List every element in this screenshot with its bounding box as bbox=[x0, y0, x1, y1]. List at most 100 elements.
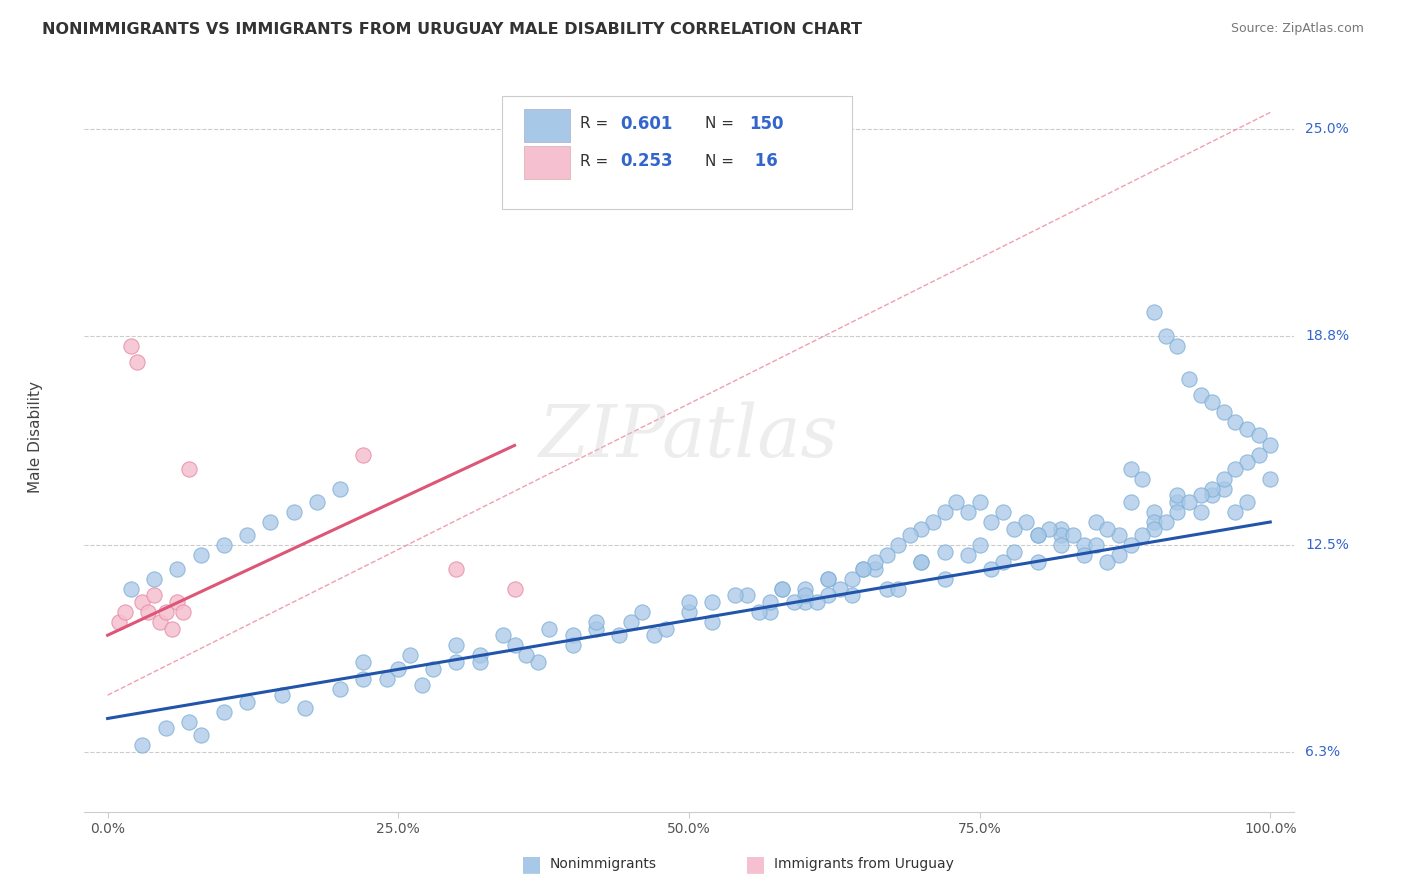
Point bbox=[1073, 538, 1095, 552]
Point bbox=[620, 615, 643, 629]
Point bbox=[1084, 538, 1107, 552]
Point bbox=[271, 688, 294, 702]
Point bbox=[643, 628, 665, 642]
Point bbox=[1050, 538, 1073, 552]
Point bbox=[887, 582, 910, 596]
Point bbox=[991, 555, 1014, 569]
Text: R =: R = bbox=[581, 153, 613, 169]
Point bbox=[1004, 545, 1026, 559]
Point bbox=[352, 655, 374, 669]
Point bbox=[702, 615, 724, 629]
Point bbox=[1050, 522, 1073, 536]
Text: ■: ■ bbox=[522, 855, 543, 874]
Point bbox=[1212, 482, 1234, 496]
Point bbox=[236, 528, 259, 542]
FancyBboxPatch shape bbox=[502, 96, 852, 209]
Point bbox=[934, 545, 956, 559]
Point bbox=[852, 561, 875, 575]
Point bbox=[678, 595, 700, 609]
Point bbox=[876, 549, 898, 563]
Point bbox=[294, 701, 316, 715]
Point bbox=[1178, 372, 1201, 386]
Point bbox=[283, 505, 305, 519]
Point bbox=[190, 728, 212, 742]
Point bbox=[1119, 461, 1142, 475]
Point bbox=[585, 622, 607, 636]
Point bbox=[654, 622, 676, 636]
Point bbox=[1143, 522, 1166, 536]
Point bbox=[561, 638, 583, 652]
Point bbox=[735, 588, 758, 602]
Point bbox=[160, 622, 183, 636]
Point bbox=[1119, 538, 1142, 552]
Point bbox=[131, 595, 153, 609]
Point bbox=[830, 582, 852, 596]
Text: ■: ■ bbox=[745, 855, 766, 874]
Text: N =: N = bbox=[704, 153, 738, 169]
Text: Male Disability: Male Disability bbox=[28, 381, 44, 493]
Point bbox=[1166, 338, 1188, 352]
Point bbox=[1247, 428, 1270, 442]
Point bbox=[852, 561, 875, 575]
Point bbox=[1132, 528, 1154, 542]
Text: 0.253: 0.253 bbox=[620, 153, 672, 170]
Point bbox=[863, 555, 886, 569]
Point bbox=[1247, 449, 1270, 463]
Text: 12.5%: 12.5% bbox=[1305, 538, 1348, 552]
Text: Source: ZipAtlas.com: Source: ZipAtlas.com bbox=[1230, 22, 1364, 36]
Point bbox=[969, 538, 991, 552]
Text: Immigrants from Uruguay: Immigrants from Uruguay bbox=[773, 857, 953, 871]
Point bbox=[125, 355, 148, 369]
Point bbox=[1143, 515, 1166, 529]
Point bbox=[503, 582, 526, 596]
Point bbox=[1143, 305, 1166, 319]
Point bbox=[1154, 515, 1177, 529]
Point bbox=[702, 595, 724, 609]
Point bbox=[1026, 528, 1049, 542]
Point bbox=[724, 588, 747, 602]
Text: 16: 16 bbox=[749, 153, 778, 170]
Point bbox=[1189, 388, 1212, 402]
Point bbox=[143, 572, 166, 586]
Point bbox=[1038, 522, 1060, 536]
Point bbox=[155, 605, 177, 619]
Text: Nonimmigrants: Nonimmigrants bbox=[550, 857, 657, 871]
Point bbox=[1154, 328, 1177, 343]
Text: 0.601: 0.601 bbox=[620, 115, 672, 133]
Point bbox=[446, 655, 468, 669]
Point bbox=[934, 505, 956, 519]
Text: 6.3%: 6.3% bbox=[1305, 745, 1340, 759]
Point bbox=[910, 555, 932, 569]
Point bbox=[1084, 515, 1107, 529]
Point bbox=[1097, 555, 1119, 569]
Point bbox=[1108, 549, 1130, 563]
Point bbox=[759, 605, 782, 619]
Point bbox=[259, 515, 281, 529]
Point bbox=[1062, 528, 1084, 542]
Point bbox=[212, 538, 235, 552]
Point bbox=[631, 605, 654, 619]
Point bbox=[1143, 505, 1166, 519]
Point bbox=[149, 615, 172, 629]
Point bbox=[956, 549, 979, 563]
Text: NONIMMIGRANTS VS IMMIGRANTS FROM URUGUAY MALE DISABILITY CORRELATION CHART: NONIMMIGRANTS VS IMMIGRANTS FROM URUGUAY… bbox=[42, 22, 862, 37]
Point bbox=[1132, 472, 1154, 486]
Point bbox=[166, 561, 188, 575]
Point bbox=[527, 655, 550, 669]
Point bbox=[468, 648, 491, 663]
Point bbox=[1073, 549, 1095, 563]
Text: 18.8%: 18.8% bbox=[1305, 328, 1350, 343]
Point bbox=[515, 648, 537, 663]
Point bbox=[585, 615, 607, 629]
Text: 150: 150 bbox=[749, 115, 785, 133]
Point bbox=[934, 572, 956, 586]
Point bbox=[841, 588, 863, 602]
Point bbox=[503, 638, 526, 652]
Point bbox=[817, 572, 839, 586]
Point bbox=[1201, 482, 1223, 496]
Point bbox=[759, 595, 782, 609]
Point bbox=[1189, 505, 1212, 519]
Point bbox=[806, 595, 828, 609]
Point bbox=[446, 561, 468, 575]
Point bbox=[980, 515, 1002, 529]
